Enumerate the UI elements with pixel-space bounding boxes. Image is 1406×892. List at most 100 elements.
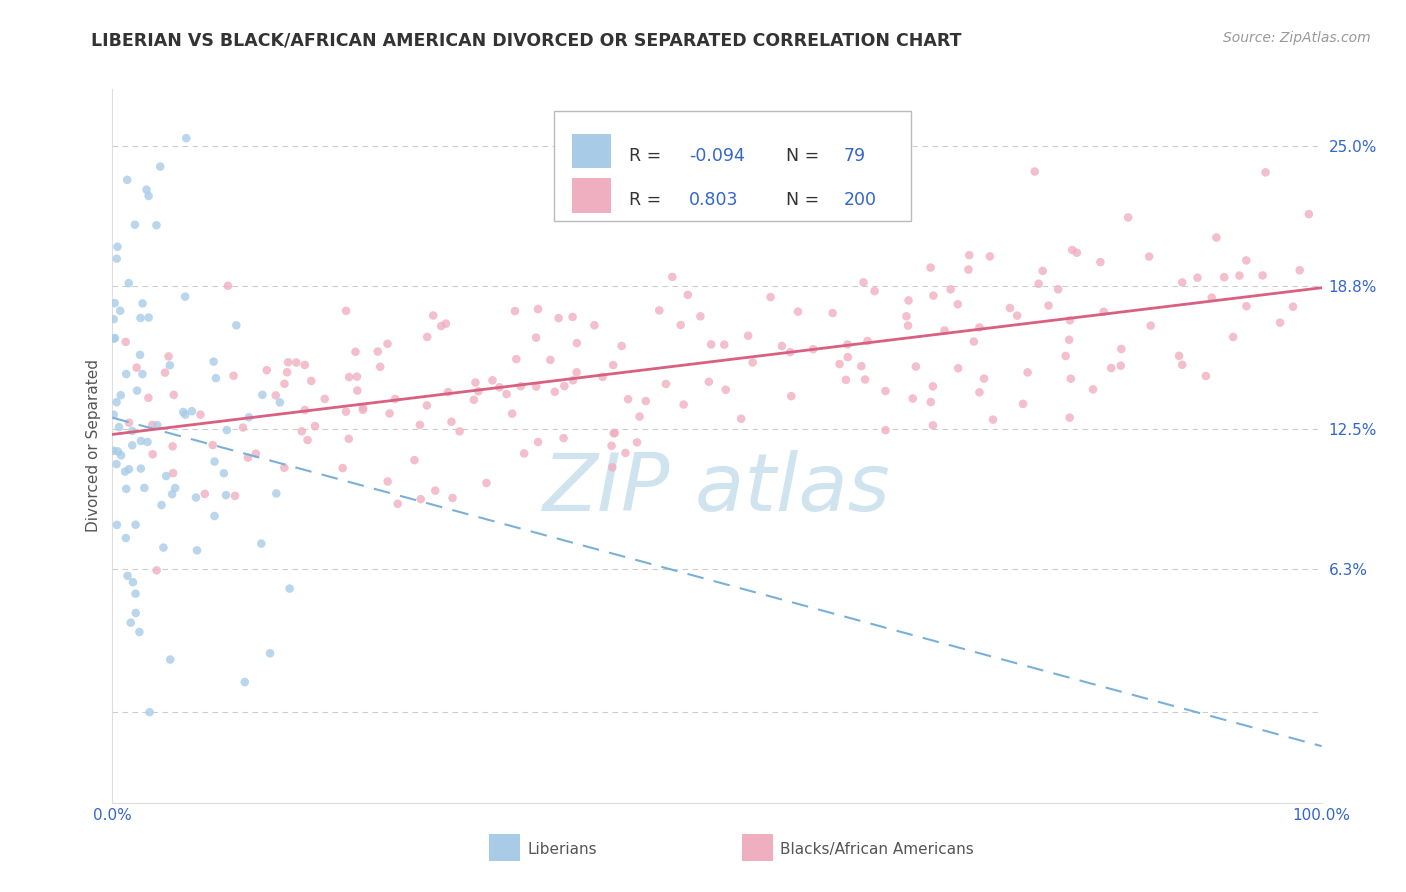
Point: [837, 337, 859, 351]
Point: [368, 359, 391, 374]
Point: [524, 379, 547, 393]
Point: [1251, 268, 1274, 283]
Point: [1092, 305, 1115, 319]
Point: [475, 475, 498, 490]
Bar: [572, 134, 610, 169]
Text: N =: N =: [786, 191, 825, 209]
Point: [276, 365, 298, 379]
Point: [264, 388, 287, 402]
Point: [337, 432, 360, 446]
Point: [259, 646, 281, 660]
Point: [697, 375, 720, 389]
Point: [145, 219, 167, 233]
Text: R =: R =: [628, 146, 666, 164]
Point: [1038, 299, 1060, 313]
Point: [583, 318, 606, 333]
Point: [981, 412, 1004, 426]
Point: [669, 318, 692, 332]
Point: [232, 420, 254, 434]
Point: [266, 486, 288, 500]
Point: [1090, 255, 1112, 269]
Text: ZIP atlas: ZIP atlas: [543, 450, 891, 528]
Point: [194, 487, 217, 501]
Point: [1062, 243, 1084, 257]
Point: [128, 624, 150, 639]
Point: [979, 249, 1001, 263]
Point: [467, 384, 489, 399]
Point: [135, 183, 157, 197]
Point: [1054, 349, 1077, 363]
Point: [250, 536, 273, 550]
Text: Source: ZipAtlas.com: Source: ZipAtlas.com: [1223, 31, 1371, 45]
Point: [277, 355, 299, 369]
Point: [204, 509, 226, 524]
Point: [495, 387, 517, 401]
Point: [713, 337, 735, 351]
Point: [957, 262, 980, 277]
Point: [163, 388, 186, 402]
Point: [661, 269, 683, 284]
Text: Blacks/African Americans: Blacks/African Americans: [780, 842, 974, 856]
Point: [1059, 410, 1081, 425]
Point: [160, 487, 183, 501]
Point: [553, 431, 575, 445]
Point: [304, 419, 326, 434]
Point: [1017, 365, 1039, 379]
Point: [236, 450, 259, 465]
Text: 0.803: 0.803: [689, 191, 738, 209]
Point: [124, 587, 146, 601]
Point: [103, 312, 125, 326]
Point: [969, 320, 991, 334]
Point: [205, 371, 228, 385]
Point: [1213, 270, 1236, 285]
Point: [565, 365, 588, 379]
Point: [1111, 342, 1133, 356]
Point: [114, 334, 136, 349]
Point: [1195, 369, 1218, 384]
Point: [108, 303, 131, 318]
Point: [204, 454, 226, 468]
Point: [1012, 397, 1035, 411]
Point: [780, 389, 803, 403]
Point: [897, 293, 920, 308]
Point: [105, 395, 128, 409]
Point: [1288, 263, 1310, 277]
Point: [610, 339, 633, 353]
Point: [648, 303, 671, 318]
Point: [121, 424, 143, 438]
Point: [104, 296, 127, 310]
Point: [115, 367, 138, 381]
Point: [856, 334, 879, 348]
Point: [1201, 291, 1223, 305]
Point: [118, 276, 141, 290]
Point: [934, 323, 956, 337]
Point: [337, 370, 360, 384]
Point: [222, 368, 245, 383]
Point: [125, 360, 148, 375]
Point: [136, 435, 159, 450]
Point: [875, 384, 897, 398]
Point: [524, 331, 547, 345]
Point: [273, 460, 295, 475]
Point: [1187, 270, 1209, 285]
Point: [600, 460, 623, 475]
Point: [481, 373, 503, 387]
FancyBboxPatch shape: [554, 111, 911, 221]
Point: [547, 311, 569, 326]
Y-axis label: Divorced or Separated: Divorced or Separated: [86, 359, 101, 533]
Bar: [572, 178, 610, 212]
Point: [157, 350, 180, 364]
Point: [501, 407, 523, 421]
Text: N =: N =: [786, 146, 825, 164]
Point: [125, 606, 148, 620]
Point: [172, 405, 194, 419]
Point: [509, 379, 531, 393]
Point: [138, 705, 160, 719]
Point: [904, 359, 927, 374]
Point: [875, 423, 897, 437]
Point: [134, 481, 156, 495]
Point: [346, 369, 368, 384]
Point: [1139, 318, 1161, 333]
Point: [409, 492, 432, 507]
Point: [672, 398, 695, 412]
